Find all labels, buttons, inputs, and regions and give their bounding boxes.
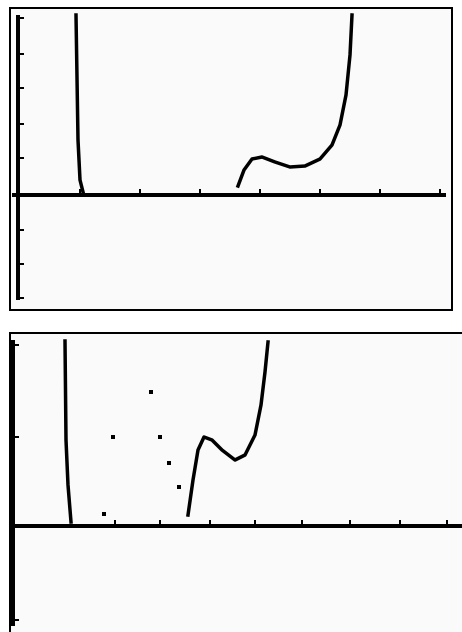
screen-frame <box>10 333 462 632</box>
bottom-screen <box>10 333 462 632</box>
top-screen <box>10 8 452 310</box>
calculator-screens <box>0 0 462 632</box>
